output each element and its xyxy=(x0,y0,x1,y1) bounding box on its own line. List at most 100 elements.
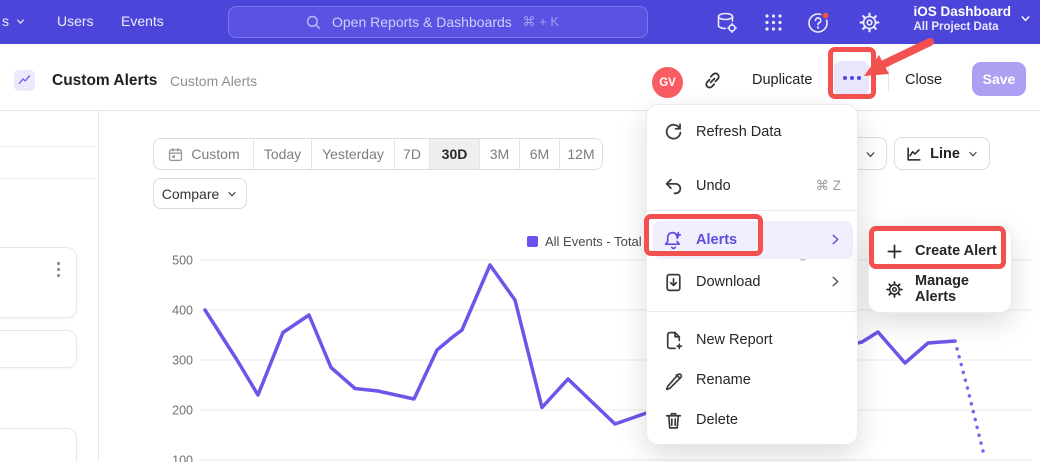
range-30d-selected[interactable]: 30D xyxy=(429,139,479,169)
range-today[interactable]: Today xyxy=(253,139,311,169)
menu-item-download[interactable]: Download xyxy=(653,263,853,301)
project-switcher[interactable]: iOS Dashboard All Project Data xyxy=(913,3,1032,34)
kebab-menu-icon[interactable] xyxy=(57,262,60,277)
sidebar-card[interactable] xyxy=(0,330,77,368)
page-title: Custom Alerts xyxy=(52,72,157,90)
menu-divider xyxy=(647,210,859,211)
menu-label: Undo xyxy=(696,178,731,194)
nav-item-users[interactable]: Users xyxy=(57,13,94,29)
range-yesterday[interactable]: Yesterday xyxy=(311,139,394,169)
compare-label: Compare xyxy=(162,186,220,202)
submenu-item-create-alert[interactable]: Create Alert xyxy=(874,233,1008,269)
nav-item-events[interactable]: Events xyxy=(121,13,164,29)
data-management-icon[interactable] xyxy=(714,10,739,35)
range-12m[interactable]: 12M xyxy=(559,139,602,169)
save-button[interactable]: Save xyxy=(972,62,1026,96)
chart-type-label: Line xyxy=(930,146,960,162)
menu-label: Rename xyxy=(696,372,751,388)
project-name: iOS Dashboard xyxy=(913,3,1011,20)
report-header: Custom Alerts Custom Alerts GV Duplicate… xyxy=(0,44,1040,111)
search-input[interactable]: Open Reports & Dashboards ⌘ + K xyxy=(228,6,648,38)
range-label: Today xyxy=(264,146,301,162)
y-axis-labels: 500 400 300 200 100 xyxy=(172,254,193,462)
legend-label: All Events - Total xyxy=(545,234,642,249)
search-placeholder: Open Reports & Dashboards xyxy=(332,14,512,30)
line-chart-icon xyxy=(905,145,923,163)
y-tick: 300 xyxy=(172,354,193,368)
range-label: Yesterday xyxy=(322,146,384,162)
report-options-menu: Refresh Data Data from 1 min ago Undo ⌘ … xyxy=(646,104,858,445)
avatar[interactable]: GV xyxy=(652,67,683,98)
delete-trash-icon xyxy=(663,410,684,431)
menu-label: Refresh Data xyxy=(696,124,781,140)
breadcrumb: Custom Alerts xyxy=(170,73,257,89)
menu-item-new-report[interactable]: New Report xyxy=(653,321,853,359)
range-custom[interactable]: Custom xyxy=(154,139,253,169)
date-range-segmented-control: Custom Today Yesterday 7D 30D 3M 6M 12M xyxy=(153,138,603,170)
range-label: 12M xyxy=(567,146,594,162)
legend-swatch xyxy=(527,236,538,247)
undo-shortcut: ⌘ Z xyxy=(816,178,842,194)
range-label: 7D xyxy=(403,146,421,162)
chart-legend: All Events - Total xyxy=(527,234,642,249)
nav-partial-label: s xyxy=(2,13,9,29)
range-3m[interactable]: 3M xyxy=(479,139,519,169)
top-nav: s Users Events Open Reports & Dashboards… xyxy=(0,0,1040,44)
rename-pencil-icon xyxy=(663,370,684,391)
duplicate-button[interactable]: Duplicate xyxy=(752,72,812,88)
search-shortcut: ⌘ + K xyxy=(523,14,560,30)
download-icon xyxy=(663,272,684,293)
sidebar-card-metric[interactable] xyxy=(0,247,77,318)
share-link-icon[interactable] xyxy=(702,70,723,96)
more-options-button[interactable] xyxy=(834,61,869,95)
chevron-down-icon xyxy=(967,148,979,160)
sidebar-divider xyxy=(0,146,99,147)
menu-label: Download xyxy=(696,274,761,290)
range-label: 30D xyxy=(442,146,468,162)
chart-type-button[interactable]: Line xyxy=(894,137,990,170)
help-icon[interactable] xyxy=(806,10,831,35)
undo-icon xyxy=(663,176,684,197)
range-7d[interactable]: 7D xyxy=(394,139,429,169)
gear-icon xyxy=(885,280,904,299)
range-label: 3M xyxy=(490,146,509,162)
sidebar xyxy=(0,111,99,462)
compare-button[interactable]: Compare xyxy=(153,178,247,209)
menu-item-refresh-data[interactable]: Refresh Data xyxy=(653,113,853,151)
chevron-down-icon xyxy=(1019,12,1032,25)
y-tick: 100 xyxy=(172,454,193,462)
range-label: 6M xyxy=(530,146,549,162)
report-type-icon xyxy=(14,70,35,91)
projection-dotted-line xyxy=(955,341,984,455)
alerts-submenu: Create Alert Manage Alerts xyxy=(868,225,1012,313)
notification-dot xyxy=(822,12,829,19)
sidebar-card[interactable] xyxy=(0,428,77,462)
submenu-label: Manage Alerts xyxy=(915,273,1008,305)
menu-item-alerts[interactable]: Alerts xyxy=(653,221,853,259)
menu-label: Delete xyxy=(696,412,738,428)
range-6m[interactable]: 6M xyxy=(519,139,559,169)
chevron-down-icon xyxy=(864,148,877,161)
new-report-icon xyxy=(663,330,684,351)
apps-grid-icon[interactable] xyxy=(761,10,786,35)
y-tick: 500 xyxy=(172,254,193,268)
alert-bell-icon xyxy=(663,230,684,251)
app-window: 500 400 300 200 100 All Events - Total C… xyxy=(0,0,1040,462)
y-tick: 400 xyxy=(172,304,193,318)
project-scope: All Project Data xyxy=(913,20,1011,34)
calendar-icon xyxy=(167,146,184,163)
settings-gear-icon[interactable] xyxy=(857,10,882,35)
nav-item-partial[interactable]: s xyxy=(2,13,26,29)
menu-item-delete[interactable]: Delete xyxy=(653,401,853,439)
submenu-item-manage-alerts[interactable]: Manage Alerts xyxy=(874,271,1008,307)
refresh-icon xyxy=(663,122,684,143)
chevron-right-icon xyxy=(828,274,843,289)
menu-item-rename[interactable]: Rename xyxy=(653,361,853,399)
search-icon xyxy=(305,14,322,31)
chevron-right-icon xyxy=(828,232,843,247)
close-button[interactable]: Close xyxy=(905,72,942,88)
menu-item-undo[interactable]: Undo ⌘ Z xyxy=(653,167,853,205)
y-tick: 200 xyxy=(172,404,193,418)
submenu-label: Create Alert xyxy=(915,243,997,259)
menu-divider xyxy=(647,311,859,312)
